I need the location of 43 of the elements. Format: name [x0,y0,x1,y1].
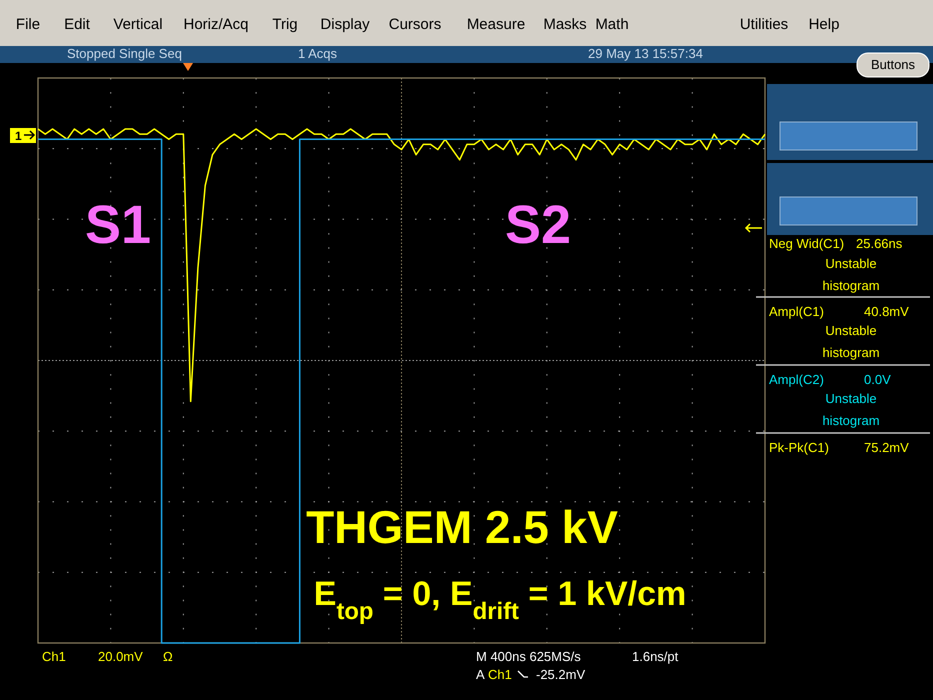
text: 1.6ns/pt [632,649,679,664]
text: Ch1 [42,649,66,664]
text: Measure [466,16,526,33]
text: 75.2mV [864,440,910,455]
text: Cursors [388,16,442,33]
text: Utilities [740,16,788,33]
text: Stopped Single Seq [67,46,182,61]
text: Edit [64,16,91,33]
text: Ch1 [488,667,512,682]
text: 25.66ns [856,236,903,251]
text: Unstable [825,391,877,406]
text: 20.0mV [98,649,144,664]
text: M 400ns 625MS/s [476,649,582,664]
text: 1 [15,129,22,143]
text: Display [320,16,370,33]
text: 0.0V [864,372,892,387]
text: File [16,16,40,33]
text: -25.2mV [536,667,586,682]
text: 40.8mV [864,304,910,319]
text: Ampl(C1) [769,304,824,319]
text: Help [808,16,840,33]
text: THGEM 2.5 kV [306,501,618,553]
text: Ω [163,649,173,664]
text: A [476,667,485,682]
text: 29 May 13 15:57:34 [588,46,703,61]
text: histogram [822,345,880,360]
text: Vertical [113,16,163,33]
text: Neg Wid(C1) [769,236,844,251]
text: Horiz/Acq [183,16,249,33]
text: Trig [272,16,298,33]
annotation: S2 [504,195,572,255]
text: Unstable [825,256,877,271]
text: Ampl(C2) [769,372,824,387]
text: histogram [822,278,880,293]
text: histogram [822,413,880,428]
text: 1 Acqs [298,46,338,61]
text: Pk-Pk(C1) [769,440,829,455]
text: Buttons [870,57,916,72]
text: Unstable [825,323,877,338]
text: Math [595,16,629,33]
text: Masks [543,16,587,33]
text: E$_{top}$ = 0, E$_{drift}$ = 1 kV/cm [314,575,686,624]
annotation: S1 [84,195,152,255]
